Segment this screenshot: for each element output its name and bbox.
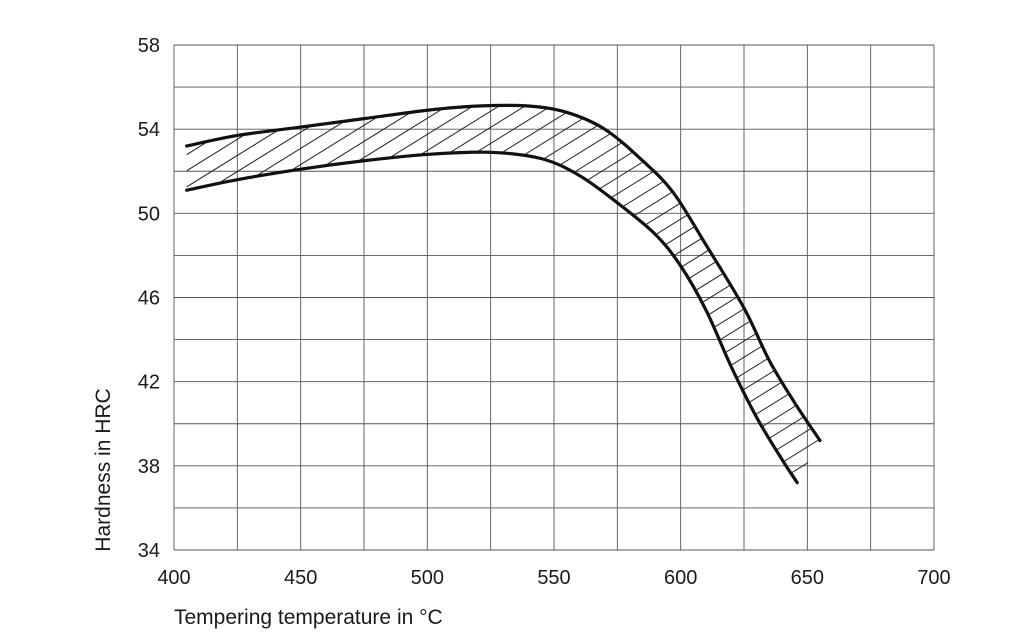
y-tick-label: 46 — [138, 288, 160, 310]
hatch-line — [235, 105, 820, 483]
hatch-line — [186, 105, 820, 483]
y-tick-labels: 34 38 42 46 50 54 58 — [138, 35, 160, 562]
upper-bound-curve — [185, 103, 822, 443]
hatch-line — [186, 105, 515, 483]
hatch-line — [186, 105, 359, 483]
hatch-line — [938, 0, 1024, 640]
hatch-line — [261, 105, 820, 483]
hatch-line — [186, 105, 820, 483]
hatch-line — [807, 105, 820, 483]
hatch-line — [729, 105, 820, 483]
y-tick-label: 34 — [138, 540, 160, 562]
hatch-line — [186, 105, 411, 483]
hatch-line — [186, 105, 820, 483]
hatch-line — [339, 105, 820, 483]
x-tick-label: 700 — [917, 567, 950, 589]
hatch-line — [287, 105, 820, 483]
x-axis-title: Tempering temperature in °C — [174, 606, 443, 629]
hatch-line — [912, 0, 1024, 640]
y-tick-label: 42 — [138, 372, 160, 394]
y-tick-label: 54 — [138, 119, 160, 141]
hatch-line — [186, 105, 437, 483]
hatch-line — [1016, 0, 1024, 640]
x-tick-label: 400 — [157, 567, 190, 589]
hatch-line — [186, 105, 820, 483]
hatch-line — [651, 105, 820, 483]
hatch-line — [443, 105, 820, 483]
hatch-line — [186, 105, 333, 483]
hatch-line — [860, 0, 1024, 640]
hatch-line — [964, 0, 1024, 640]
hatch-line — [313, 105, 820, 483]
hatch-line — [209, 105, 820, 483]
x-tick-label: 600 — [664, 567, 697, 589]
y-axis-title: Hardness in HRC — [92, 388, 115, 551]
hatch-line — [677, 105, 820, 483]
hatch-line — [391, 105, 820, 483]
grid — [173, 44, 935, 551]
hatch-line — [573, 105, 820, 483]
y-tick-label: 58 — [138, 35, 160, 57]
hatch-line — [186, 105, 820, 483]
hatch-line — [625, 105, 820, 483]
hatch-line — [186, 105, 775, 483]
hatch-line — [186, 105, 820, 483]
hatch-line — [186, 105, 801, 483]
hatch-line — [599, 105, 820, 483]
hatch-line — [886, 0, 1024, 640]
hatch-line — [186, 105, 820, 483]
y-tick-label: 50 — [138, 203, 160, 225]
hatch-line — [186, 105, 385, 483]
x-tick-label: 550 — [537, 567, 570, 589]
hatch-line — [186, 105, 820, 483]
curves — [185, 103, 822, 485]
hatch-line — [990, 0, 1024, 640]
hatch-line — [186, 105, 463, 483]
hatch-line — [365, 105, 820, 483]
lower-bound-curve — [185, 150, 799, 485]
y-tick-label: 38 — [138, 456, 160, 478]
x-tick-labels: 400 450 500 550 600 650 700 — [157, 567, 950, 589]
hatch-line — [469, 105, 820, 483]
hatch-line — [495, 105, 820, 483]
hatch-line — [547, 105, 820, 483]
x-tick-label: 650 — [791, 567, 824, 589]
hatch-line — [755, 105, 820, 483]
hatch-line — [186, 105, 567, 483]
hatch-line — [703, 105, 820, 483]
hatch-line — [781, 105, 820, 483]
x-tick-label: 500 — [411, 567, 444, 589]
hatch-line — [521, 105, 820, 483]
hatch-line — [186, 105, 820, 483]
hatch-line — [186, 105, 593, 483]
hatch-line — [186, 105, 541, 483]
hatch-line — [417, 105, 820, 483]
hatch-line — [186, 105, 820, 483]
hatch-line — [186, 105, 820, 483]
x-tick-label: 450 — [284, 567, 317, 589]
hatch-line — [834, 0, 1024, 640]
hatch-line — [186, 105, 489, 483]
